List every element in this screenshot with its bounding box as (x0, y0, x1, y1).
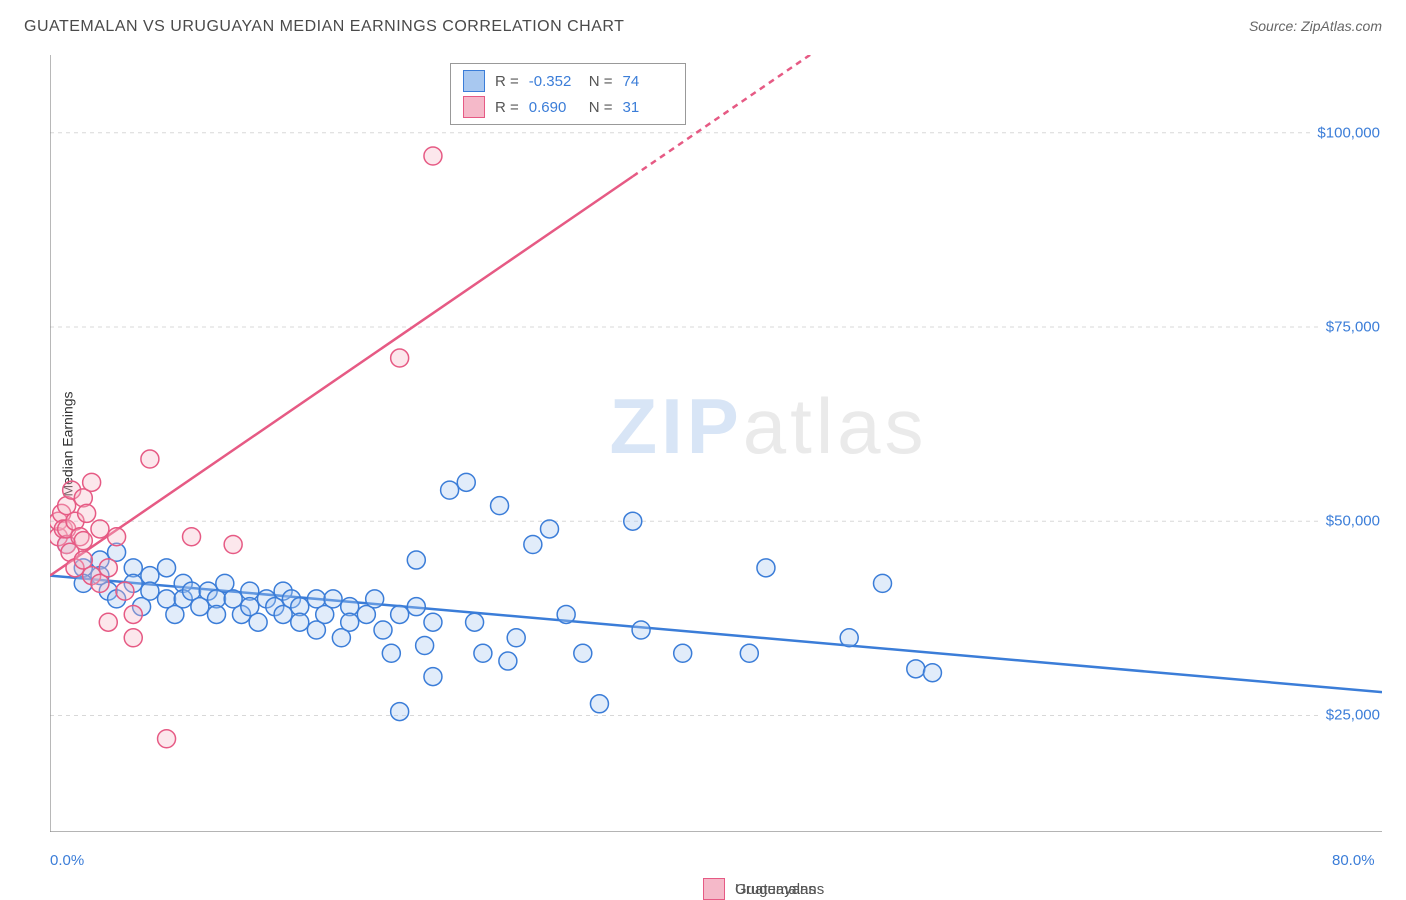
stat-r-value: 0.690 (529, 99, 579, 116)
chart-area: Median Earnings ZIPatlas R = -0.352 N = … (50, 55, 1382, 832)
y-tick-label: $75,000 (1322, 318, 1384, 335)
x-tick-label: 80.0% (1332, 852, 1375, 869)
stat-label: N = (589, 73, 613, 90)
legend-item: Uruguayans (703, 878, 816, 900)
y-tick-label: $50,000 (1322, 513, 1384, 530)
legend-swatch (463, 96, 485, 118)
correlation-stats-box: R = -0.352 N = 74 R = 0.690 N = 31 (450, 63, 686, 125)
stat-r-value: -0.352 (529, 73, 579, 90)
chart-title: GUATEMALAN VS URUGUAYAN MEDIAN EARNINGS … (24, 18, 624, 35)
x-tick-label: 0.0% (50, 852, 84, 869)
legend-swatch (463, 70, 485, 92)
scatter-plot (50, 55, 1382, 832)
stat-n-value: 31 (623, 99, 673, 116)
y-tick-label: $100,000 (1313, 124, 1384, 141)
stat-label: R = (495, 73, 519, 90)
legend-label: Uruguayans (735, 881, 816, 898)
stat-label: R = (495, 99, 519, 116)
stat-n-value: 74 (623, 73, 673, 90)
source-attribution: Source: ZipAtlas.com (1249, 18, 1382, 34)
stat-label: N = (589, 99, 613, 116)
legend-swatch (703, 878, 725, 900)
y-tick-label: $25,000 (1322, 707, 1384, 724)
